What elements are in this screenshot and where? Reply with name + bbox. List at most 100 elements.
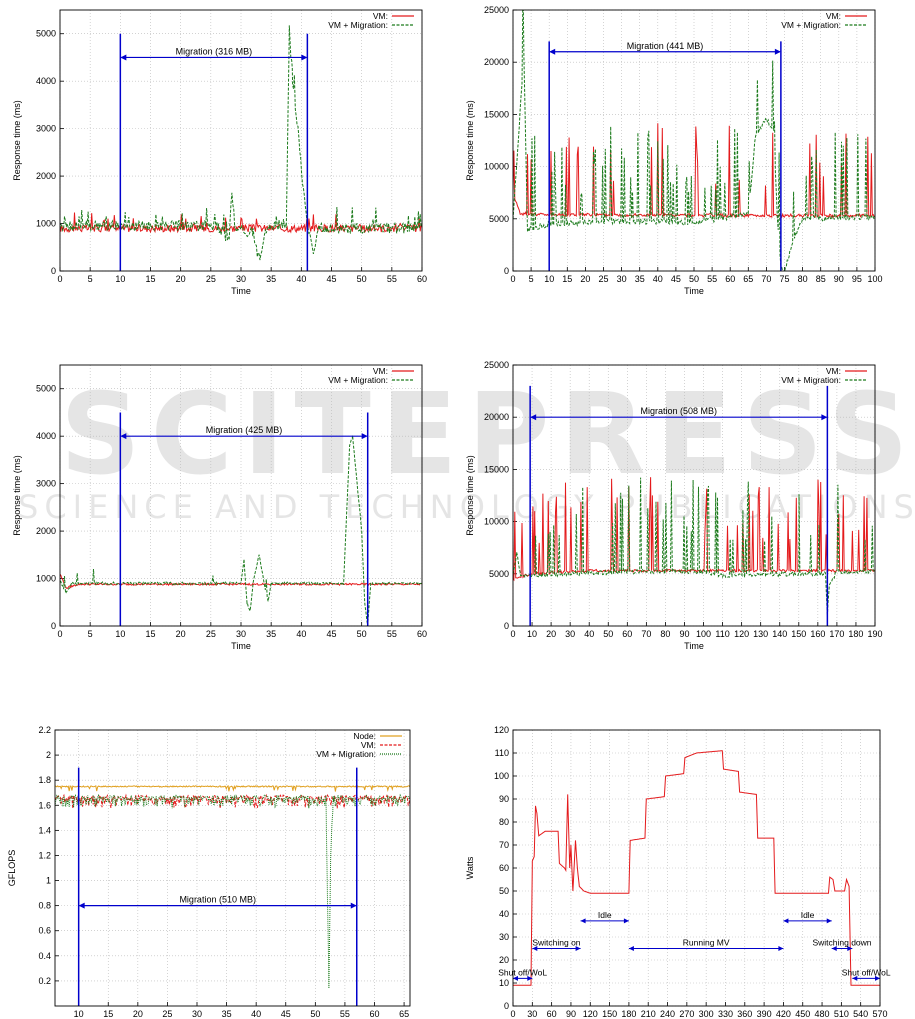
y-tick-label: 10000 [484,162,509,172]
x-tick-label: 10 [115,629,125,639]
migration-arrowhead-left [120,433,127,440]
series-line-1 [60,25,422,261]
y-tick-label: 90 [499,794,509,804]
x-tick-label: 35 [222,1009,232,1019]
migration-arrowhead-left [549,48,556,55]
phase-arrowhead-right [778,946,784,951]
migration-label: Migration (316 MB) [176,46,253,56]
legend-label-0: VM: [373,366,388,376]
x-tick-label: 70 [761,274,771,284]
phase-arrowhead-right [847,946,853,951]
x-tick-label: 40 [296,629,306,639]
x-axis-label: Time [684,286,704,296]
y-tick-label: 5000 [489,214,509,224]
x-tick-label: 55 [387,274,397,284]
x-tick-label: 140 [772,629,787,639]
x-tick-label: 10 [544,274,554,284]
x-tick-label: 50 [603,629,613,639]
series-line-0 [513,123,875,219]
chart-p4: 0 10 20 30 40 50 60 70 80 90 100 110 120 130 140 150 160… [465,360,883,651]
x-tick-label: 40 [251,1009,261,1019]
series-line-2 [55,793,410,989]
legend-label-0: VM: [826,11,841,21]
x-tick-label: 25 [206,629,216,639]
x-tick-label: 60 [725,274,735,284]
x-tick-label: 180 [848,629,863,639]
y-axis-label: Watts [465,856,475,879]
x-tick-label: 40 [296,274,306,284]
x-tick-label: 55 [387,629,397,639]
plot-area [55,784,410,989]
y-tick-label: 2000 [36,526,56,536]
x-tick-label: 15 [145,629,155,639]
plot-frame [512,729,881,1007]
y-tick-label: 1.6 [38,800,51,810]
y-tick-label: 10000 [484,517,509,527]
y-tick-label: 3000 [36,479,56,489]
x-tick-label: 50 [357,274,367,284]
y-tick-label: 100 [494,771,509,781]
migration-arrowhead-left [120,54,127,61]
x-tick-label: 10 [527,629,537,639]
chart-p2: 0 5 10 15 20 25 30 35 40 45 50 55 60 65 70 75 80 85 90 95 10… [465,5,883,296]
y-tick-label: 25000 [484,5,509,15]
y-tick-label: 60 [499,863,509,873]
x-tick-label: 60 [547,1009,557,1019]
x-tick-label: 330 [718,1009,733,1019]
phase-label: Switching down [812,938,871,948]
series-line-1 [513,10,875,271]
y-axis-label: Response time (ms) [12,100,22,181]
y-tick-label: 40 [499,909,509,919]
x-tick-label: 35 [635,274,645,284]
legend-label-1: VM + Migration: [781,375,841,385]
phase-arrowhead-left [831,946,837,951]
x-tick-label: 20 [546,629,556,639]
x-tick-label: 90 [679,629,689,639]
y-tick-label: 25000 [484,360,509,370]
x-tick-label: 110 [715,629,729,639]
x-tick-label: 170 [829,629,844,639]
x-tick-label: 130 [753,629,768,639]
plot-frame [59,364,423,627]
phase-arrowhead-right [623,918,629,924]
migration-label: Migration (441 MB) [627,41,704,51]
x-tick-label: 0 [57,274,62,284]
migration-arrowhead-right [821,414,828,421]
x-tick-label: 80 [660,629,670,639]
x-tick-label: 390 [757,1009,772,1019]
x-tick-label: 100 [696,629,711,639]
x-tick-label: 20 [176,629,186,639]
y-tick-label: 2 [46,750,51,760]
phase-arrowhead-left [580,918,586,924]
x-tick-label: 15 [562,274,572,284]
x-tick-label: 55 [707,274,717,284]
legend-label-0: Node: [353,731,376,741]
legend-label-1: VM + Migration: [781,20,841,30]
migration-label: Migration (508 MB) [640,406,717,416]
y-axis-label: Response time (ms) [465,100,475,181]
x-tick-label: 45 [671,274,681,284]
y-tick-label: 5000 [36,384,56,394]
phase-label: Idle [801,910,815,920]
y-tick-label: 15000 [484,109,509,119]
phase-arrowhead-left [513,975,518,981]
x-tick-label: 10 [74,1009,84,1019]
migration-label: Migration (510 MB) [179,895,256,905]
y-tick-label: 1000 [36,219,56,229]
y-tick-label: 1 [46,876,51,886]
series-line-0 [513,477,875,582]
y-tick-label: 0 [504,266,509,276]
x-tick-label: 5 [529,274,534,284]
y-tick-label: 2.2 [38,725,51,735]
y-tick-label: 1.4 [38,825,51,835]
phase-arrowhead-left [532,946,538,951]
x-tick-label: 95 [852,274,862,284]
y-tick-label: 0 [504,1001,509,1011]
migration-arrowhead-left [78,902,85,909]
x-tick-label: 50 [357,629,367,639]
x-tick-label: 5 [88,274,93,284]
y-tick-label: 70 [499,840,509,850]
x-tick-label: 15 [103,1009,113,1019]
chart-p6: 0 30 60 90 120 150 180 210 240 270 300 330 360 390 420… [465,725,891,1019]
